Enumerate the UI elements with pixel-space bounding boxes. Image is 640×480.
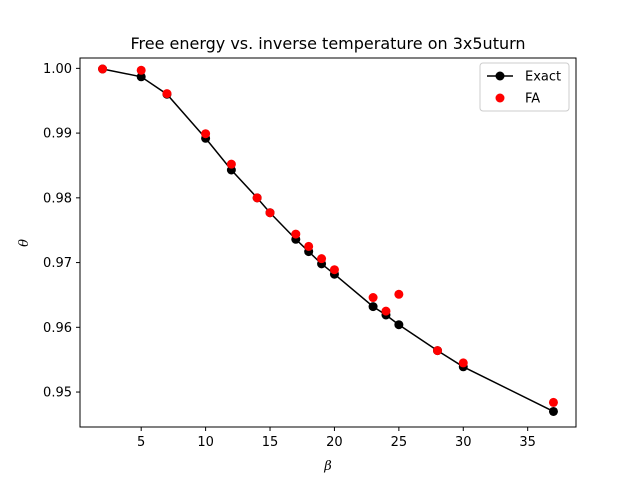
y-tick-label: 0.97 [43,256,72,271]
fa-point [291,229,301,239]
y-tick-label: 0.98 [43,191,72,206]
x-tick-label: 35 [519,435,536,450]
fa-point [162,89,172,99]
fa-point [548,397,558,407]
y-tick-label: 0.99 [43,127,72,142]
legend-fa-marker [495,93,505,103]
fa-point [368,293,378,303]
fa-point [136,65,146,75]
y-tick-label: 0.95 [43,386,72,401]
legend-exact-label: Exact [525,70,561,85]
fa-point [433,346,443,356]
fa-point [317,254,327,264]
x-tick-label: 10 [197,435,214,450]
exact-point [368,302,378,312]
x-axis-label: β [323,459,332,474]
legend-fa-label: FA [525,92,540,107]
fa-point [226,159,236,169]
x-tick-label: 20 [326,435,343,450]
y-tick-label: 0.96 [43,321,72,336]
axes-frame [79,57,577,428]
fa-point [98,64,108,74]
legend: Exact FA [479,62,570,112]
chart-title: Free energy vs. inverse temperature on 3… [130,34,525,53]
x-tick-label: 25 [391,435,408,450]
exact-point [394,320,404,330]
fa-point [201,129,211,139]
fa-point [381,306,391,316]
legend-exact-marker [495,71,505,81]
x-tick-label: 30 [455,435,472,450]
fa-point [304,241,314,251]
fa-point [394,289,404,299]
x-tick-label: 5 [137,435,145,450]
exact-point [136,72,146,82]
exact-point [548,406,558,416]
y-tick-label: 1.00 [43,62,72,77]
fa-point [458,358,468,368]
y-axis-label: θ [17,239,32,247]
fa-point [329,265,339,275]
x-tick-label: 15 [262,435,279,450]
fa-point [252,193,262,203]
fa-point [265,208,275,218]
plot-area: 5 10 15 20 25 30 35 0.95 0.96 0.97 0.98 0.99 1.00 [43,57,577,450]
